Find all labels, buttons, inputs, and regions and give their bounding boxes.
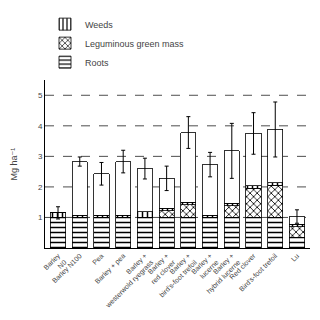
svg-text:BarleyN0: BarleyN0	[42, 252, 68, 278]
svg-text:Lu: Lu	[290, 252, 301, 263]
svg-text:5: 5	[38, 91, 43, 100]
svg-text:4: 4	[38, 122, 43, 131]
svg-text:Roots: Roots	[85, 58, 109, 68]
svg-text:Red clover: Red clover	[228, 252, 257, 281]
svg-text:Barley N100: Barley N100	[51, 252, 84, 285]
svg-text:Barley +red clover: Barley +red clover	[143, 252, 177, 286]
svg-text:Weeds: Weeds	[85, 20, 113, 30]
svg-text:Barley +lucerne: Barley +lucerne	[190, 252, 220, 282]
svg-text:Barley +westerwold ryegrass: Barley +westerwold ryegrass	[97, 252, 155, 310]
svg-text:Leguminous green mass: Leguminous green mass	[85, 39, 184, 49]
svg-text:1: 1	[38, 213, 43, 222]
svg-text:2: 2	[38, 183, 43, 192]
svg-text:3: 3	[38, 152, 43, 161]
svg-text:Barley +bird's-foot trefoil: Barley +bird's-foot trefoil	[152, 252, 199, 299]
svg-text:Barley +hybrid lucerne: Barley +hybrid lucerne	[199, 252, 242, 295]
svg-text:Bird's-foot trefoil: Bird's-foot trefoil	[238, 252, 279, 293]
svg-text:Barley + pea: Barley + pea	[94, 252, 128, 286]
svg-text:Pea: Pea	[91, 252, 105, 266]
svg-text:Mg ha⁻¹: Mg ha⁻¹	[9, 148, 19, 181]
